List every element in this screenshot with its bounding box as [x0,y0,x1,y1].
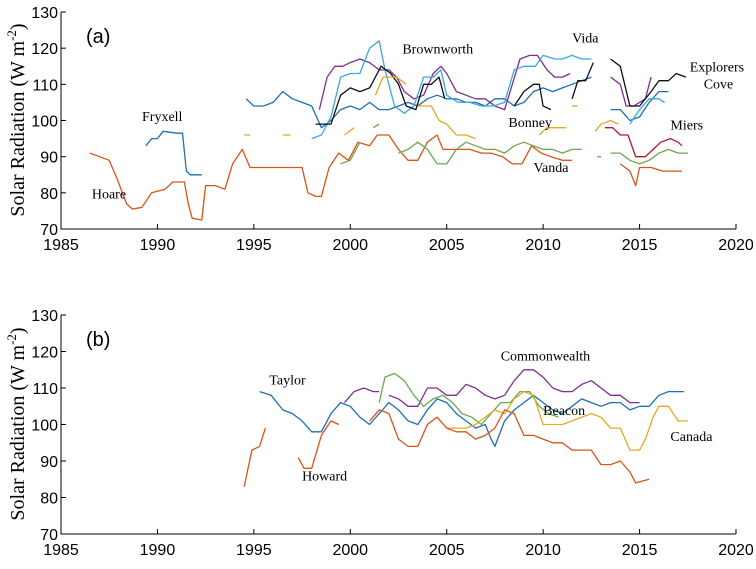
panel-a-x-tick-label-2020: 2020 [718,237,754,254]
panel-a-series-brownworth-line-1 [610,76,652,107]
panel-a-y-tick-label-100: 100 [31,114,58,131]
panel-b-y-axis-title-main: Solar Radiation (W m [7,344,29,520]
panel-a-y-tick-label-120: 120 [31,41,58,58]
panel-a-series-hoare-line-1 [619,163,682,187]
panel-b-x-tick-label-1995: 1995 [236,542,272,559]
panel-a-x-tick-label-2005: 2005 [429,237,465,254]
panel-b-panel-tag: (b) [86,329,110,351]
panel-a-series-bonney-line-5 [538,127,567,136]
panel-b-y-axis-title-sup: -2 [4,334,19,345]
panel-a-x-tick-label-1995: 1995 [236,237,272,254]
panel-b-axes [60,315,736,535]
panel-a-y-tick-label-80: 80 [40,186,58,203]
panel-a-x-tick-label-2010: 2010 [525,237,561,254]
panel-b-x-tick-label-2005: 2005 [429,542,465,559]
panel-b-y-tick-label-80: 80 [40,491,58,508]
panel-a-y-tick-label-110: 110 [32,77,58,94]
panel-a-series-bonney-line-7 [594,119,619,132]
panel-b-series-commonwealth-line-0 [344,387,380,404]
panel-a-series-vanda-line-2 [398,141,582,165]
panel-a-panel-tag: (a) [86,26,110,48]
panel-a-series-bonney-line-4 [417,105,476,140]
panel-b-y-axis-title: Solar Radiation (W m-2) [4,327,29,520]
panel-b-x-tick-label-2020: 2020 [718,542,754,559]
panel-b-x-tick-label-2000: 2000 [332,542,368,559]
panel-b-y-tick-label-100: 100 [31,418,58,435]
panel-a-y-axis-title: Solar Radiation (W m-2) [4,23,29,216]
panel-a-series-vanda-line-1 [373,123,380,129]
panel-b-chart: 1985 1990 1995 2000 2005 2010 2015 2020 70 80 90 10… [4,308,754,559]
panel-b-series-label-commonwealth: Commonwealth [501,350,590,365]
panel-a-y-tick-label-90: 90 [40,150,58,167]
panel-a-y-axis-title-end: ) [7,23,29,30]
panel-a-series-vida-line-0 [311,40,592,140]
panel-a-series-fryxell-line-0 [145,130,202,176]
panel-b-series-howard-line-1 [297,420,339,469]
panel-b-series-taylor-line-0 [259,390,684,448]
panel-a-chart: 1985 1990 1995 2000 2005 2010 2015 2020 70 80 90 10… [4,5,754,254]
panel-a-series-explorers-cove-line-3 [610,58,687,107]
panel-b-series-label-canada: Canada [670,430,713,445]
panel-b-y-axis-title-end: ) [7,327,29,334]
panel-b-y-tick-label-130: 130 [31,308,58,325]
panel-b-series-howard-line-2 [369,409,650,484]
panel-a-series-bonney-line-2 [344,127,355,136]
panel-b-x-tick-label-1985: 1985 [43,542,79,559]
panel-b-series-label-howard: Howard [302,470,347,485]
panel-a-y-tick-label-130: 130 [31,5,58,22]
panel-a-series-label-hoare: Hoare [92,187,126,202]
panel-a-y-tick-label-70: 70 [40,222,58,239]
panel-a-series-miers-line-0 [604,127,683,158]
panel-a-series-label-vida: Vida [572,32,599,47]
panel-a-series-fryxell-line-2 [610,90,669,122]
panel-a-x-tick-label-2000: 2000 [332,237,368,254]
panel-b-x-tick-label-1990: 1990 [140,542,176,559]
panel-a-x-tick-label-1990: 1990 [140,237,176,254]
panel-a-series-explorers-cove-line-0 [315,65,446,125]
panel-a-y-axis-title-sup: -2 [4,30,19,41]
panel-a-series-label-explorers-cove-0: Explorers [690,61,744,76]
panel-a-series-label-fryxell: Fryxell [142,110,183,125]
panel-a-y-axis-title-main: Solar Radiation (W m [7,40,29,216]
panel-b-y-tick-label-120: 120 [31,345,58,362]
panel-a-series-label-bonney: Bonney [508,116,552,131]
panel-a-x-tick-label-2015: 2015 [622,237,658,254]
panel-b-series-beacon-line-0 [378,372,559,426]
panel-a-series-vida-line-1 [629,98,665,125]
panel-b-y-tick-label-70: 70 [40,527,58,544]
panel-b-y-tick-label-110: 110 [32,381,58,398]
panel-b-series-canada-line-0 [446,390,688,451]
panel-b-series-label-taylor: Taylor [269,373,306,388]
panel-b-series-commonwealth-line-1 [388,369,640,407]
panel-a-series-bonney-line-3 [374,76,407,96]
panel-a-series-brownworth-line-0 [318,54,571,111]
panel-b-y-tick-label-90: 90 [40,454,58,471]
panel-a-series-label-brownworth: Brownworth [402,43,473,58]
panel-b-series-label-beacon: Beacon [543,404,585,419]
panel-a-series-label-miers: Miers [670,119,703,134]
panel-a-series-vanda-line-4 [610,148,688,165]
panel-a-series-hoare-line-0 [89,134,573,221]
panel-b-series-howard-line-0 [243,427,267,487]
panel-b-x-tick-label-2010: 2010 [525,542,561,559]
panel-a-x-tick-label-1985: 1985 [43,237,79,254]
panel-a-series-explorers-cove-line-1 [513,83,552,111]
panel-a-series-explorers-cove-line-2 [571,62,594,99]
panel-a-series-label-vanda: Vanda [534,161,570,176]
panel-b-x-tick-label-2015: 2015 [622,542,658,559]
panel-a-series-label-explorers-cove-1: Cove [704,78,734,93]
panel-a-series-vanda-line-0 [340,141,361,165]
